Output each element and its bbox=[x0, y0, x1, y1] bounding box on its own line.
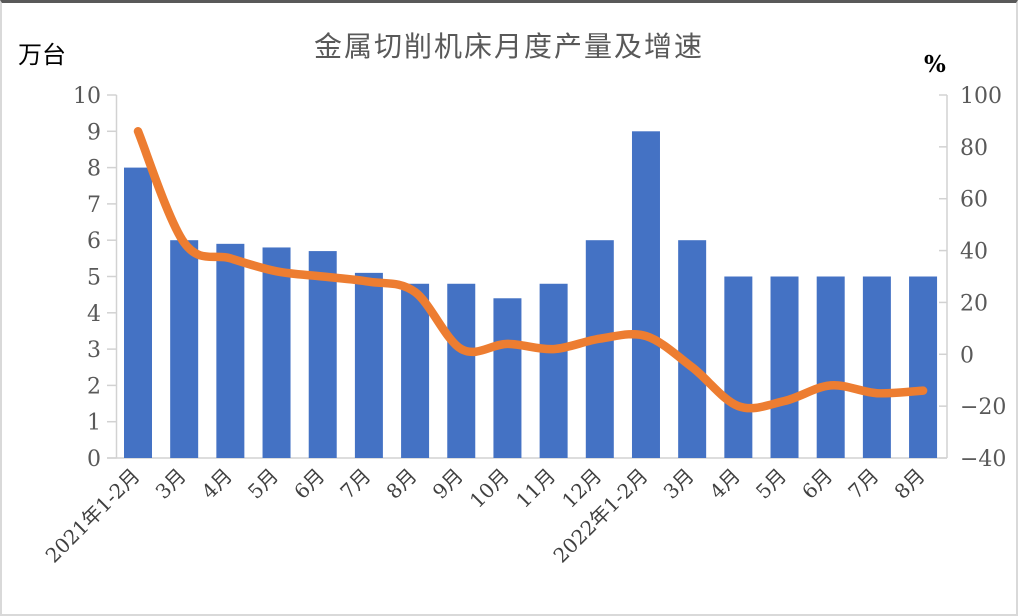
x-axis-category-label: 7月 bbox=[335, 464, 375, 504]
x-axis-category-label: 2021年1-2月 bbox=[41, 464, 145, 568]
right-axis-tick-label: 80 bbox=[960, 136, 988, 161]
left-axis-tick-label: 0 bbox=[87, 447, 101, 472]
left-axis-tick-label: 6 bbox=[87, 229, 101, 254]
production-bar bbox=[216, 243, 245, 458]
right-axis-tick-label: −20 bbox=[960, 395, 1006, 420]
production-bar bbox=[909, 276, 938, 458]
right-axis-tick-label: 60 bbox=[960, 188, 988, 213]
x-axis-category-label: 8月 bbox=[381, 464, 421, 504]
production-bar bbox=[724, 276, 753, 458]
left-axis-tick-label: 4 bbox=[87, 302, 101, 327]
right-axis-tick-label: 100 bbox=[960, 84, 1002, 109]
left-axis-tick-label: 1 bbox=[87, 411, 101, 436]
left-axis-tick-label: 7 bbox=[87, 193, 101, 218]
production-bar bbox=[585, 240, 614, 458]
production-bar bbox=[308, 251, 337, 458]
right-axis-tick-label: 20 bbox=[960, 291, 988, 316]
chart-title: 金属切削机床月度产量及增速 bbox=[313, 30, 704, 63]
x-axis-category-label: 4月 bbox=[705, 464, 745, 504]
x-axis-category-label: 9月 bbox=[428, 464, 468, 504]
production-bar bbox=[170, 240, 199, 458]
growth-rate-line bbox=[133, 127, 928, 413]
right-axis-unit-label: % bbox=[924, 51, 946, 78]
x-axis-category-label: 6月 bbox=[797, 464, 837, 504]
production-bar bbox=[631, 131, 660, 459]
x-axis-category-label: 11月 bbox=[511, 464, 560, 513]
production-bar bbox=[678, 240, 707, 458]
x-axis-category-label: 3月 bbox=[151, 464, 191, 504]
x-axis-category-label: 4月 bbox=[197, 464, 237, 504]
x-axis-category-label: 10月 bbox=[465, 464, 514, 513]
x-axis-category-label: 3月 bbox=[659, 464, 699, 504]
right-axis-tick-label: 40 bbox=[960, 240, 988, 265]
x-axis-category-label: 7月 bbox=[843, 464, 883, 504]
left-axis-tick-label: 5 bbox=[87, 266, 101, 291]
left-axis-tick-label: 9 bbox=[87, 120, 101, 145]
left-axis-tick-label: 2 bbox=[87, 374, 101, 399]
right-axis-tick-label: −40 bbox=[960, 447, 1006, 472]
production-bar bbox=[354, 272, 383, 458]
production-bar bbox=[816, 276, 845, 458]
left-axis-unit-label: 万台 bbox=[18, 41, 66, 69]
left-axis-tick-label: 3 bbox=[87, 338, 101, 363]
x-axis-category-label: 8月 bbox=[889, 464, 929, 504]
left-axis-tick-label: 10 bbox=[73, 84, 101, 109]
x-axis-category-label: 5月 bbox=[243, 464, 283, 504]
production-bar bbox=[124, 167, 152, 458]
production-bar bbox=[862, 276, 891, 458]
production-bar bbox=[401, 283, 430, 458]
production-bar bbox=[770, 276, 799, 458]
production-bar bbox=[262, 247, 291, 458]
left-axis-tick-label: 8 bbox=[87, 157, 101, 182]
right-axis-tick-label: 0 bbox=[960, 343, 974, 368]
x-axis-category-label: 6月 bbox=[289, 464, 329, 504]
production-bar bbox=[493, 298, 522, 458]
x-axis-category-label: 5月 bbox=[751, 464, 791, 504]
production-bar bbox=[447, 283, 476, 458]
production-bar bbox=[539, 283, 568, 458]
